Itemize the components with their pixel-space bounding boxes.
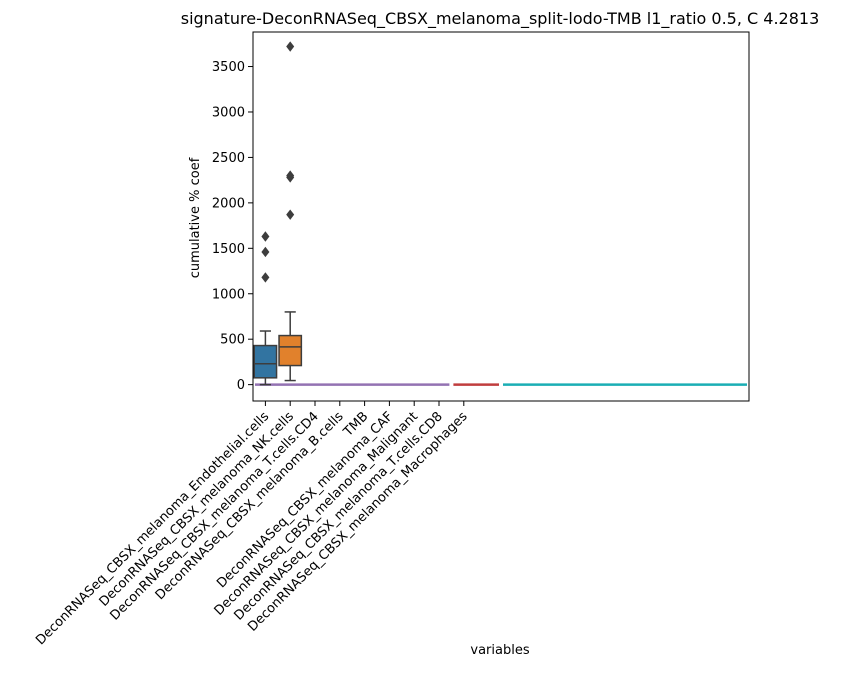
chart-title: signature-DeconRNASeq_CBSX_melanoma_spli…	[181, 9, 820, 29]
outlier-point	[286, 41, 295, 52]
outlier-point	[261, 272, 270, 283]
y-tick-label: 500	[220, 333, 245, 348]
outlier-point	[261, 231, 270, 242]
y-tick-label: 3500	[212, 60, 245, 75]
axes-frame	[252, 31, 750, 402]
y-tick-label: 1500	[212, 242, 245, 257]
y-tick-label: 2500	[212, 151, 245, 166]
box	[253, 344, 278, 379]
y-tick-label: 0	[237, 378, 245, 393]
y-tick-label: 3000	[212, 105, 245, 120]
outlier-point	[286, 209, 295, 220]
y-axis-label: cumulative % coef	[188, 157, 203, 278]
y-tick-label: 2000	[212, 196, 245, 211]
outlier-point	[261, 246, 270, 258]
box	[278, 334, 303, 367]
outlier-point	[286, 170, 295, 181]
plot-area: 0500100015002000250030003500DeconRNASeq_…	[33, 31, 750, 648]
x-axis-label: variables	[470, 643, 529, 658]
y-tick-label: 1000	[212, 287, 245, 302]
